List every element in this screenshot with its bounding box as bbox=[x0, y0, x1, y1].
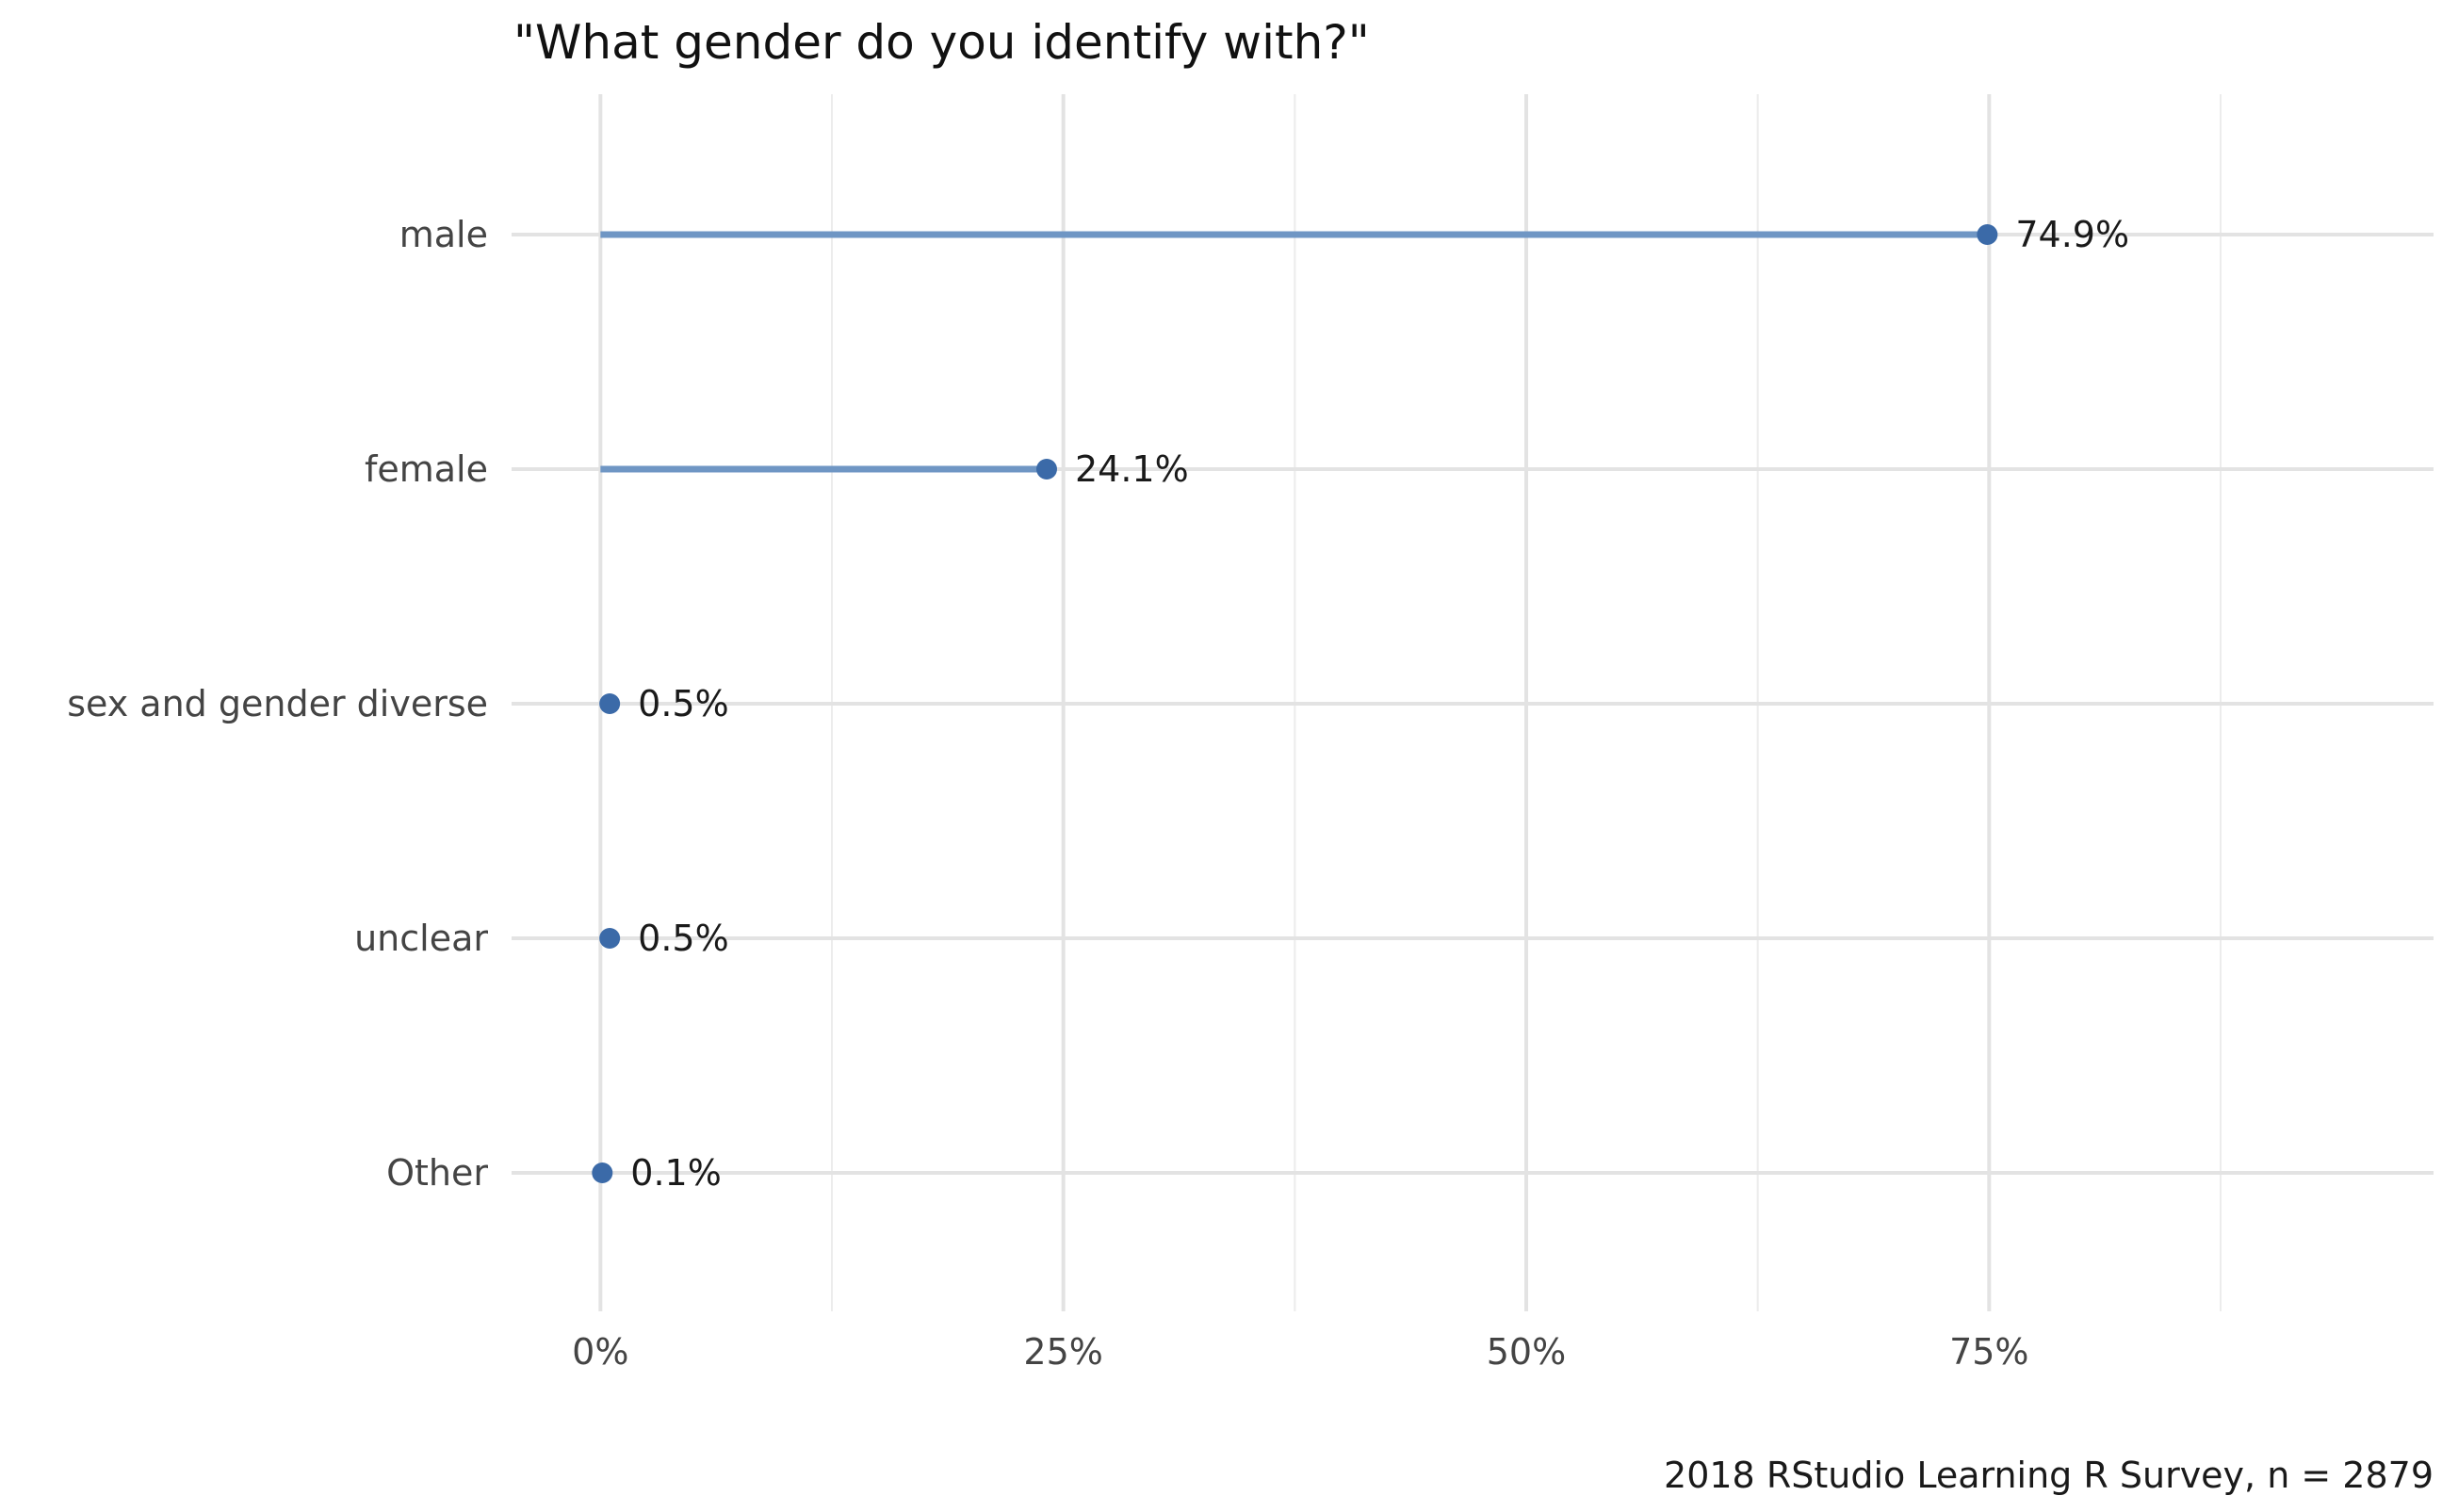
lollipop-point bbox=[1035, 459, 1057, 480]
tick-label-layer: 0% 25% 50% 75% bbox=[572, 1331, 2028, 1373]
data-label-layer: 74.9% 24.1% 0.5% 0.5% 0.1% bbox=[630, 214, 2129, 1194]
data-label: 74.9% bbox=[2015, 214, 2129, 255]
category-label: Other bbox=[386, 1152, 488, 1194]
category-label: female bbox=[365, 448, 488, 490]
lollipop-point bbox=[599, 693, 621, 714]
data-label: 0.1% bbox=[630, 1152, 722, 1194]
x-tick-label: 0% bbox=[572, 1331, 628, 1373]
data-label: 24.1% bbox=[1075, 448, 1189, 490]
chart-title: "What gender do you identify with?" bbox=[513, 15, 1370, 70]
category-label: sex and gender diverse bbox=[67, 683, 488, 724]
lollipop-point bbox=[592, 1162, 613, 1183]
x-tick-label: 50% bbox=[1487, 1331, 1566, 1373]
x-tick-label: 75% bbox=[1949, 1331, 2028, 1373]
lollipop-point bbox=[599, 928, 621, 949]
x-tick-label: 25% bbox=[1023, 1331, 1102, 1373]
chart-caption: 2018 RStudio Learning R Survey, n = 2879 bbox=[1664, 1455, 2434, 1496]
grid-layer bbox=[512, 94, 2434, 1311]
data-label: 0.5% bbox=[638, 683, 729, 724]
lollipop-point bbox=[1977, 224, 1998, 245]
point-layer bbox=[592, 224, 1998, 1183]
data-label: 0.5% bbox=[638, 918, 729, 959]
category-label-layer: male female sex and gender diverse unclear O… bbox=[67, 214, 488, 1194]
category-label: unclear bbox=[354, 918, 488, 959]
category-label: male bbox=[399, 214, 488, 255]
